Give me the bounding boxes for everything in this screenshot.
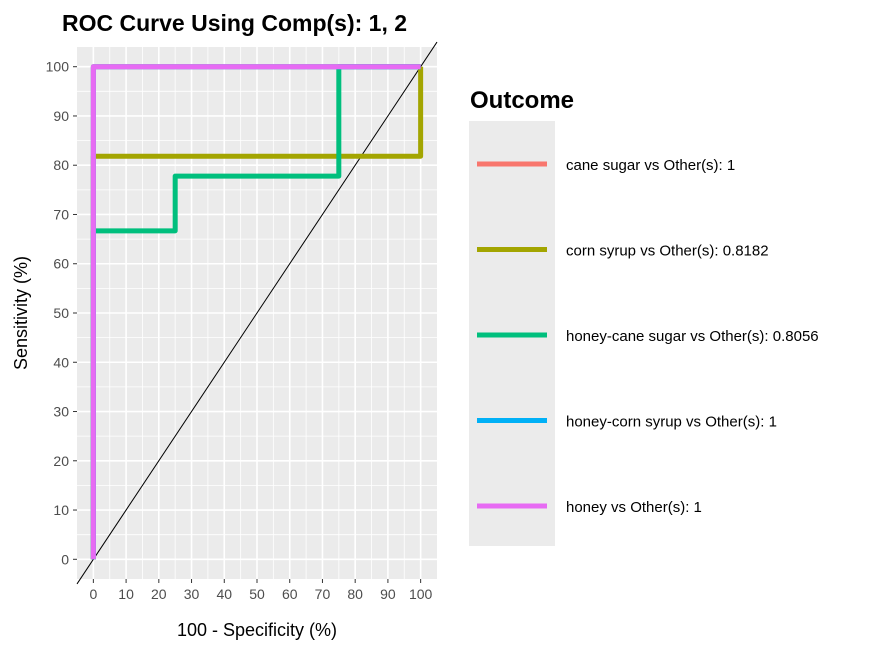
y-tick-label: 100: [46, 59, 70, 75]
reference-diagonal: [76, 41, 438, 585]
y-tick-label: 80: [53, 157, 69, 173]
x-tick-label: 30: [184, 586, 200, 602]
y-tick-label: 60: [53, 256, 69, 272]
chart-title: ROC Curve Using Comp(s): 1, 2: [62, 10, 407, 36]
x-tick-label: 70: [315, 586, 331, 602]
legend-label-4: honey vs Other(s): 1: [566, 499, 702, 516]
legend-title: Outcome: [470, 87, 574, 114]
y-tick-label: 70: [53, 206, 69, 222]
x-tick-label: 90: [380, 586, 396, 602]
x-tick-label: 60: [282, 586, 298, 602]
x-axis-ticks: 0 10 20 30 40 50 60 70 80 90 100: [89, 579, 433, 602]
series-line-4: [90, 64, 421, 560]
x-axis-title: 100 - Specificity (%): [177, 620, 337, 640]
x-tick-label: 50: [249, 586, 265, 602]
y-axis-ticks: 0 10 20 30 40 50 60 70 80 90 100: [46, 59, 77, 567]
x-tick-label: 40: [216, 586, 232, 602]
grid-lines: [77, 47, 437, 579]
x-tick-label: 0: [89, 586, 97, 602]
y-tick-label: 40: [53, 354, 69, 370]
x-tick-label: 10: [118, 586, 134, 602]
legend-label-3: honey-corn syrup vs Other(s): 1: [566, 414, 777, 431]
x-tick-label: 20: [151, 586, 167, 602]
y-axis-title: Sensitivity (%): [11, 256, 31, 370]
roc-series: [90, 64, 424, 560]
x-tick-label: 80: [347, 586, 363, 602]
legend-label-1: corn syrup vs Other(s): 0.8182: [566, 243, 769, 260]
y-tick-label: 10: [53, 502, 69, 518]
y-tick-label: 90: [53, 108, 69, 124]
reference-line: [76, 41, 438, 585]
legend: cane sugar vs Other(s): 1 corn syrup vs O…: [477, 157, 819, 516]
legend-label-2: honey-cane sugar vs Other(s): 0.8056: [566, 328, 819, 345]
y-tick-label: 50: [53, 305, 69, 321]
x-tick-label: 100: [409, 586, 433, 602]
y-tick-label: 0: [61, 551, 69, 567]
legend-label-0: cane sugar vs Other(s): 1: [566, 157, 735, 174]
y-tick-label: 20: [53, 453, 69, 469]
y-tick-label: 30: [53, 404, 69, 420]
